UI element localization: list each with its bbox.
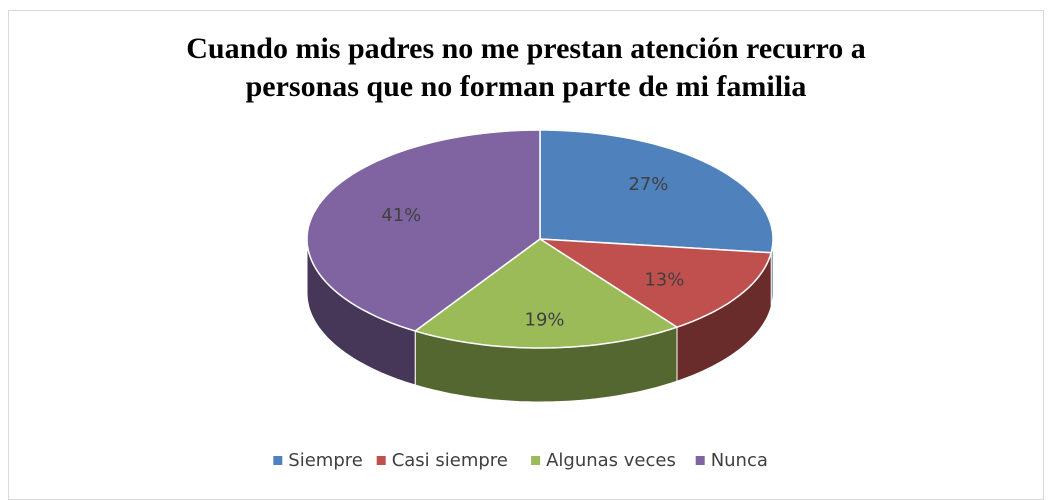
data-label: 27%	[628, 174, 668, 195]
legend-label: Algunas veces	[546, 450, 676, 471]
slice	[539, 129, 774, 254]
legend-swatch	[531, 456, 541, 465]
legend-swatch	[695, 456, 705, 465]
legend-swatch	[376, 456, 386, 465]
slice	[413, 238, 679, 349]
slice	[306, 129, 541, 332]
slice	[537, 238, 773, 329]
legend-label: Casi siempre	[392, 450, 508, 471]
data-label: 19%	[525, 310, 565, 331]
legend-label: Siempre	[288, 450, 363, 471]
legend-swatch	[273, 456, 283, 465]
legend-label: Nunca	[711, 450, 768, 471]
data-label: 13%	[644, 270, 684, 291]
chart-title: Cuando mis padres no me prestan atención…	[186, 32, 866, 103]
data-label: 41%	[381, 205, 421, 226]
